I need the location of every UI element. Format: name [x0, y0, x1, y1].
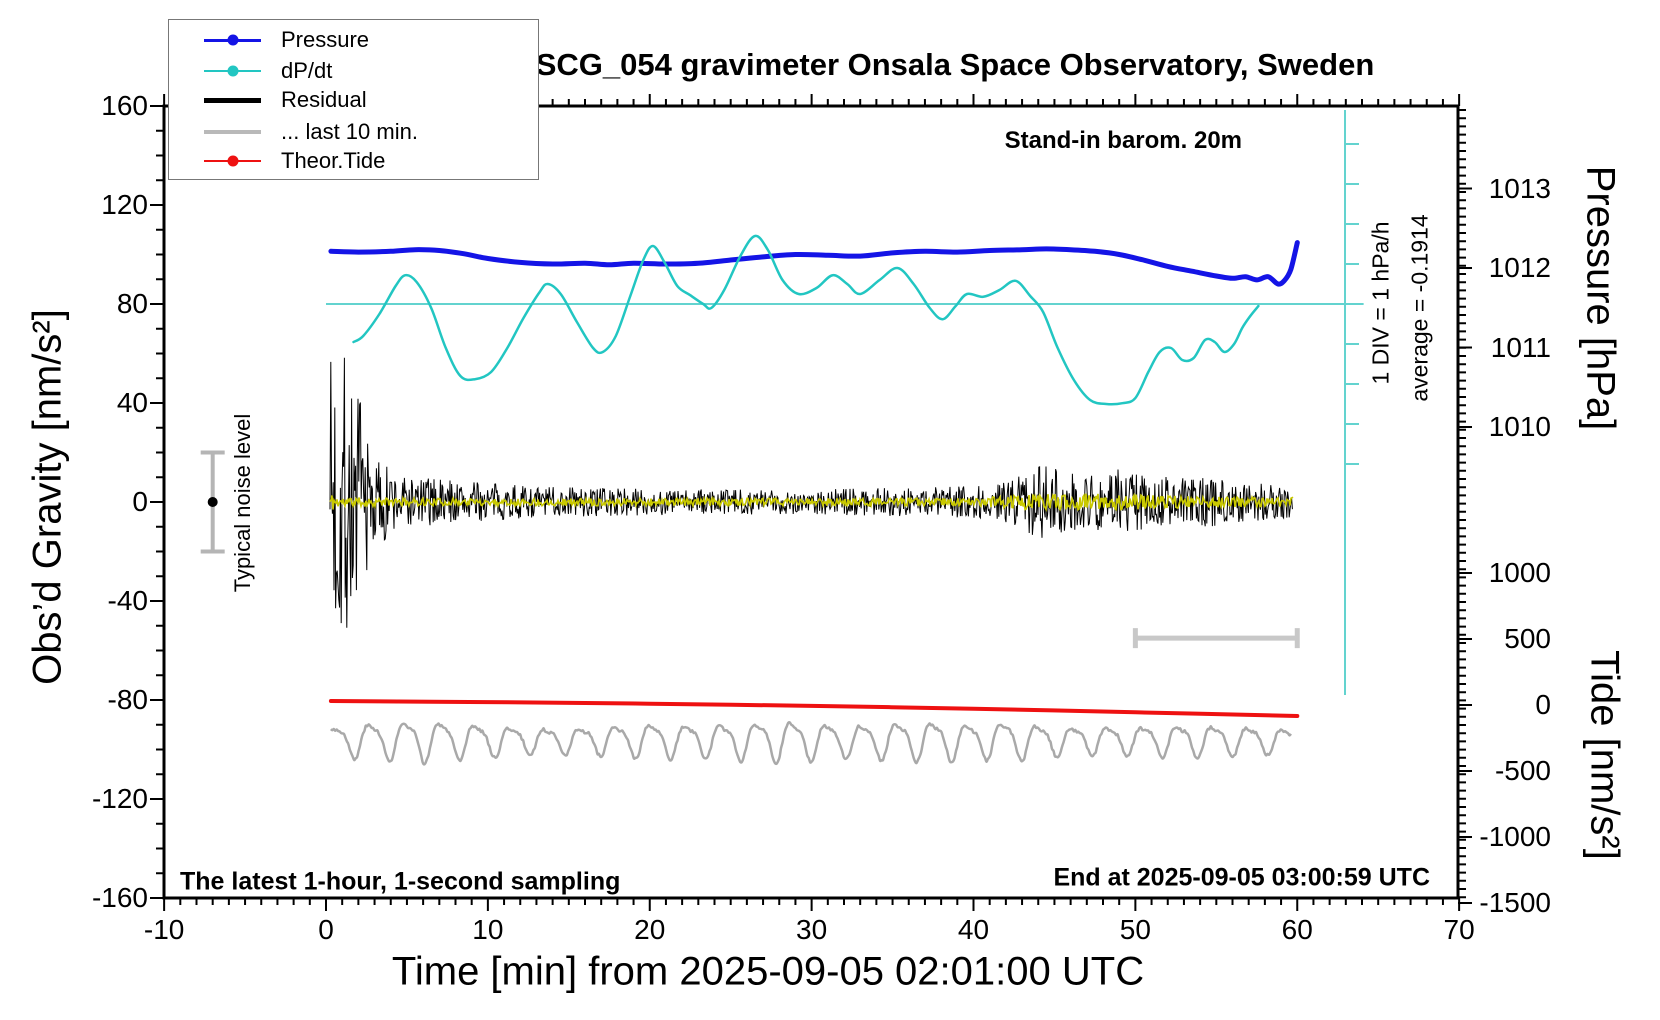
y-left-tick-label: 120 [101, 189, 148, 220]
sampling-note: The latest 1-hour, 1-second sampling [180, 867, 621, 896]
x-tick-label: 50 [1119, 914, 1151, 945]
y-left-tick-label: 40 [116, 387, 148, 418]
y-axis-title-pressure: Pressure [hPa] [1578, 165, 1623, 431]
pressure-tick-label: 1012 [1488, 252, 1551, 283]
y-left-tick-label: -120 [91, 783, 148, 814]
dpdt-average-label: average = -0.1914 [1406, 214, 1433, 402]
tide-tick-label: -1500 [1479, 887, 1551, 918]
typical-noise-level-label: Typical noise level [230, 413, 255, 593]
pressure-tick-label: 1011 [1490, 331, 1551, 363]
y-axis-title-gravity: Obs’d Gravity [nm/s²] [25, 309, 70, 685]
pressure-tick-label: 1010 [1488, 411, 1551, 442]
y-left-tick-label: -40 [107, 585, 148, 616]
x-tick-label: -10 [143, 914, 185, 945]
legend-label: ... last 10 min. [281, 119, 418, 144]
legend-line-sample [204, 130, 261, 134]
legend-line-sample [204, 65, 261, 77]
legend-dot-marker [227, 155, 238, 167]
series-residual [329, 357, 1293, 628]
tide-tick-label: 500 [1504, 623, 1551, 654]
legend-dot-marker [227, 34, 238, 46]
x-tick-label: 20 [634, 914, 666, 945]
legend-line-sample [204, 34, 261, 46]
series-dp-dt [352, 234, 1260, 406]
y-left-tick-label: -160 [91, 882, 148, 913]
series-residual-yellow-overlay [329, 492, 1294, 513]
noise-level-dot [207, 497, 218, 507]
series-last-10-min-magnified [329, 721, 1292, 766]
page-title: SCG_054 gravimeter Onsala Space Observat… [535, 47, 1375, 82]
tide-tick-label: -1000 [1479, 821, 1551, 852]
legend-label: Residual [281, 87, 367, 112]
x-axis-title: Time [min] from 2025-09-05 02:01:00 UTC [391, 949, 1145, 994]
legend-label: dP/dt [281, 58, 333, 83]
x-tick-label: 0 [318, 914, 334, 945]
legend-line-sample [204, 155, 261, 167]
legend-line-sample [204, 97, 261, 103]
dpdt-div-scale-label: 1 DIV = 1 hPa/h [1367, 221, 1394, 385]
tide-tick-label: 0 [1535, 689, 1551, 720]
legend-label: Theor.Tide [281, 148, 386, 173]
series-pressure [328, 240, 1300, 287]
y-left-tick-label: -80 [107, 684, 148, 715]
tide-tick-label: -500 [1494, 755, 1551, 786]
x-tick-label: 60 [1281, 914, 1313, 945]
legend: Pressure dP/dt Residual ... last 10 min. The… [168, 19, 539, 180]
legend-dot-marker [227, 65, 238, 77]
tide-tick-label: 1000 [1488, 557, 1551, 588]
pressure-tick-label: 1013 [1488, 172, 1551, 204]
stand-in-barometer-note: Stand-in barom. 20m [1004, 127, 1242, 154]
x-tick-label: 30 [796, 914, 828, 945]
series-theor-tide [328, 699, 1300, 718]
y-left-tick-label: 0 [132, 486, 148, 517]
x-tick-label: 40 [957, 914, 990, 945]
x-tick-label: 70 [1443, 914, 1475, 945]
legend-label: Pressure [281, 27, 370, 52]
y-left-tick-label: 80 [116, 288, 148, 319]
x-tick-label: 10 [472, 914, 504, 945]
y-left-tick-label: 160 [101, 90, 148, 121]
end-time-note: End at 2025-09-05 03:00:59 UTC [1053, 863, 1430, 892]
y-axis-title-tide: Tide [nm/s²] [1582, 650, 1627, 860]
